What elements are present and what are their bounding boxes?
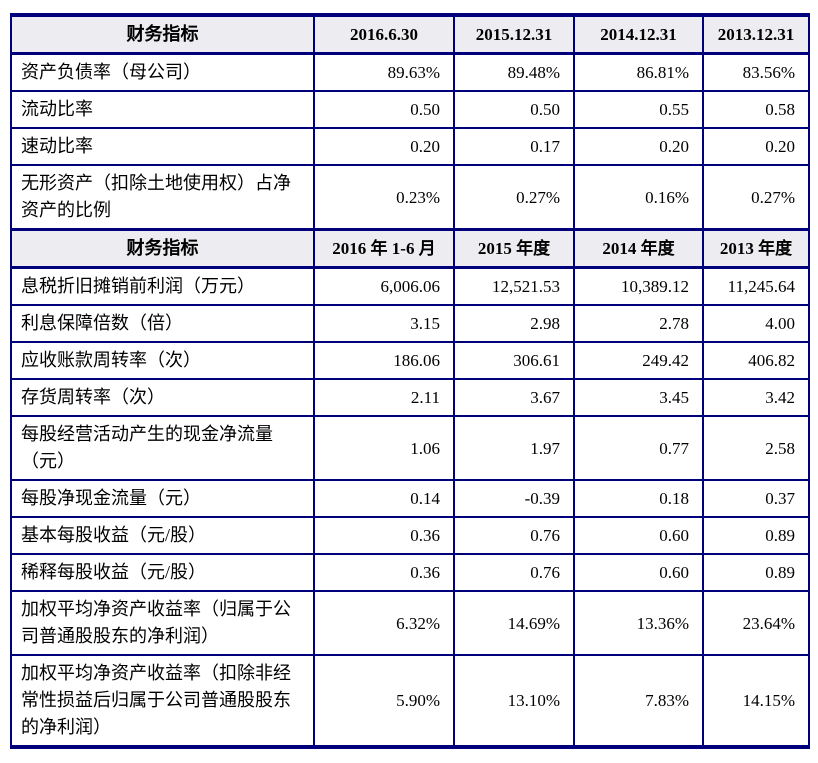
value-cell: 89.48%	[453, 52, 575, 92]
table-row: 每股净现金流量（元） 0.14 -0.39 0.18 0.37	[10, 479, 810, 518]
header-row: 财务指标 2016 年 1-6 月 2015 年度 2014 年度 2013 年度	[10, 228, 810, 269]
period-header-cell: 2016 年 1-6 月	[313, 228, 455, 269]
value-cell: 0.76	[453, 553, 575, 592]
value-cell: 2.78	[573, 304, 704, 343]
value-cell: 0.20	[313, 127, 455, 166]
table-row: 每股经营活动产生的现金净流量（元） 1.06 1.97 0.77 2.58	[10, 415, 810, 481]
value-cell: 11,245.64	[702, 266, 810, 306]
table-row: 存货周转率（次） 2.11 3.67 3.45 3.42	[10, 378, 810, 417]
value-cell: 0.60	[573, 516, 704, 555]
value-cell: 4.00	[702, 304, 810, 343]
value-cell: 6,006.06	[313, 266, 455, 306]
value-cell: 0.17	[453, 127, 575, 166]
value-cell: 0.36	[313, 553, 455, 592]
value-cell: 1.06	[313, 415, 455, 481]
row-label-cell: 存货周转率（次）	[10, 378, 315, 417]
value-cell: 2.58	[702, 415, 810, 481]
financial-indicators-table: 财务指标 2016.6.30 2015.12.31 2014.12.31 2013.12…	[10, 13, 810, 749]
indicator-header-cell: 财务指标	[10, 228, 315, 269]
value-cell: 0.89	[702, 553, 810, 592]
value-cell: 6.32%	[313, 590, 455, 656]
value-cell: 0.77	[573, 415, 704, 481]
value-cell: 0.20	[573, 127, 704, 166]
row-label-cell: 无形资产（扣除土地使用权）占净资产的比例	[10, 164, 315, 231]
value-cell: 2.98	[453, 304, 575, 343]
value-cell: 13.10%	[453, 654, 575, 748]
value-cell: 0.18	[573, 479, 704, 518]
row-label-cell: 息税折旧摊销前利润（万元）	[10, 266, 315, 306]
value-cell: 3.45	[573, 378, 704, 417]
value-cell: 83.56%	[702, 52, 810, 92]
value-cell: 186.06	[313, 341, 455, 380]
value-cell: 0.60	[573, 553, 704, 592]
table-row: 息税折旧摊销前利润（万元） 6,006.06 12,521.53 10,389.12 1…	[10, 266, 810, 306]
row-label-cell: 利息保障倍数（倍）	[10, 304, 315, 343]
value-cell: 1.97	[453, 415, 575, 481]
value-cell: 3.42	[702, 378, 810, 417]
table-row: 资产负债率（母公司） 89.63% 89.48% 86.81% 83.56%	[10, 52, 810, 92]
period-header-cell: 2015 年度	[453, 228, 575, 269]
period-header-cell: 2015.12.31	[453, 13, 575, 55]
value-cell: 0.20	[702, 127, 810, 166]
value-cell: 14.69%	[453, 590, 575, 656]
value-cell: 10,389.12	[573, 266, 704, 306]
value-cell: 0.14	[313, 479, 455, 518]
table-row: 无形资产（扣除土地使用权）占净资产的比例 0.23% 0.27% 0.16% 0.27%	[10, 164, 810, 231]
value-cell: 13.36%	[573, 590, 704, 656]
table-row: 应收账款周转率（次） 186.06 306.61 249.42 406.82	[10, 341, 810, 380]
table-row: 稀释每股收益（元/股） 0.36 0.76 0.60 0.89	[10, 553, 810, 592]
row-label-cell: 应收账款周转率（次）	[10, 341, 315, 380]
row-label-cell: 资产负债率（母公司）	[10, 52, 315, 92]
value-cell: 7.83%	[573, 654, 704, 748]
row-label-cell: 稀释每股收益（元/股）	[10, 553, 315, 592]
value-cell: 0.16%	[573, 164, 704, 231]
value-cell: 0.36	[313, 516, 455, 555]
value-cell: 0.23%	[313, 164, 455, 231]
table-row: 利息保障倍数（倍） 3.15 2.98 2.78 4.00	[10, 304, 810, 343]
period-header-cell: 2014 年度	[573, 228, 704, 269]
row-label-cell: 速动比率	[10, 127, 315, 166]
value-cell: 23.64%	[702, 590, 810, 656]
period-header-cell: 2013 年度	[702, 228, 810, 269]
value-cell: 0.55	[573, 90, 704, 129]
value-cell: 5.90%	[313, 654, 455, 748]
value-cell: 2.11	[313, 378, 455, 417]
value-cell: 14.15%	[702, 654, 810, 748]
table-row: 基本每股收益（元/股） 0.36 0.76 0.60 0.89	[10, 516, 810, 555]
row-label-cell: 每股经营活动产生的现金净流量（元）	[10, 415, 315, 481]
row-label-cell: 加权平均净资产收益率（归属于公司普通股股东的净利润）	[10, 590, 315, 656]
value-cell: 86.81%	[573, 52, 704, 92]
value-cell: 0.50	[313, 90, 455, 129]
value-cell: 0.58	[702, 90, 810, 129]
table-row: 流动比率 0.50 0.50 0.55 0.58	[10, 90, 810, 129]
value-cell: 249.42	[573, 341, 704, 380]
row-label-cell: 每股净现金流量（元）	[10, 479, 315, 518]
row-label-cell: 基本每股收益（元/股）	[10, 516, 315, 555]
period-header-cell: 2016.6.30	[313, 13, 455, 55]
value-cell: 0.27%	[453, 164, 575, 231]
value-cell: 0.37	[702, 479, 810, 518]
value-cell: -0.39	[453, 479, 575, 518]
value-cell: 3.67	[453, 378, 575, 417]
table-row: 加权平均净资产收益率（扣除非经常性损益后归属于公司普通股股东的净利润） 5.90%…	[10, 654, 810, 748]
value-cell: 0.89	[702, 516, 810, 555]
value-cell: 406.82	[702, 341, 810, 380]
value-cell: 0.76	[453, 516, 575, 555]
table-row: 加权平均净资产收益率（归属于公司普通股股东的净利润） 6.32% 14.69% 13.…	[10, 590, 810, 656]
period-header-cell: 2014.12.31	[573, 13, 704, 55]
value-cell: 12,521.53	[453, 266, 575, 306]
row-label-cell: 流动比率	[10, 90, 315, 129]
value-cell: 306.61	[453, 341, 575, 380]
header-row: 财务指标 2016.6.30 2015.12.31 2014.12.31 2013.12…	[10, 13, 810, 55]
value-cell: 89.63%	[313, 52, 455, 92]
indicator-header-cell: 财务指标	[10, 13, 315, 55]
period-header-cell: 2013.12.31	[702, 13, 810, 55]
value-cell: 0.27%	[702, 164, 810, 231]
table-row: 速动比率 0.20 0.17 0.20 0.20	[10, 127, 810, 166]
value-cell: 0.50	[453, 90, 575, 129]
value-cell: 3.15	[313, 304, 455, 343]
row-label-cell: 加权平均净资产收益率（扣除非经常性损益后归属于公司普通股股东的净利润）	[10, 654, 315, 748]
